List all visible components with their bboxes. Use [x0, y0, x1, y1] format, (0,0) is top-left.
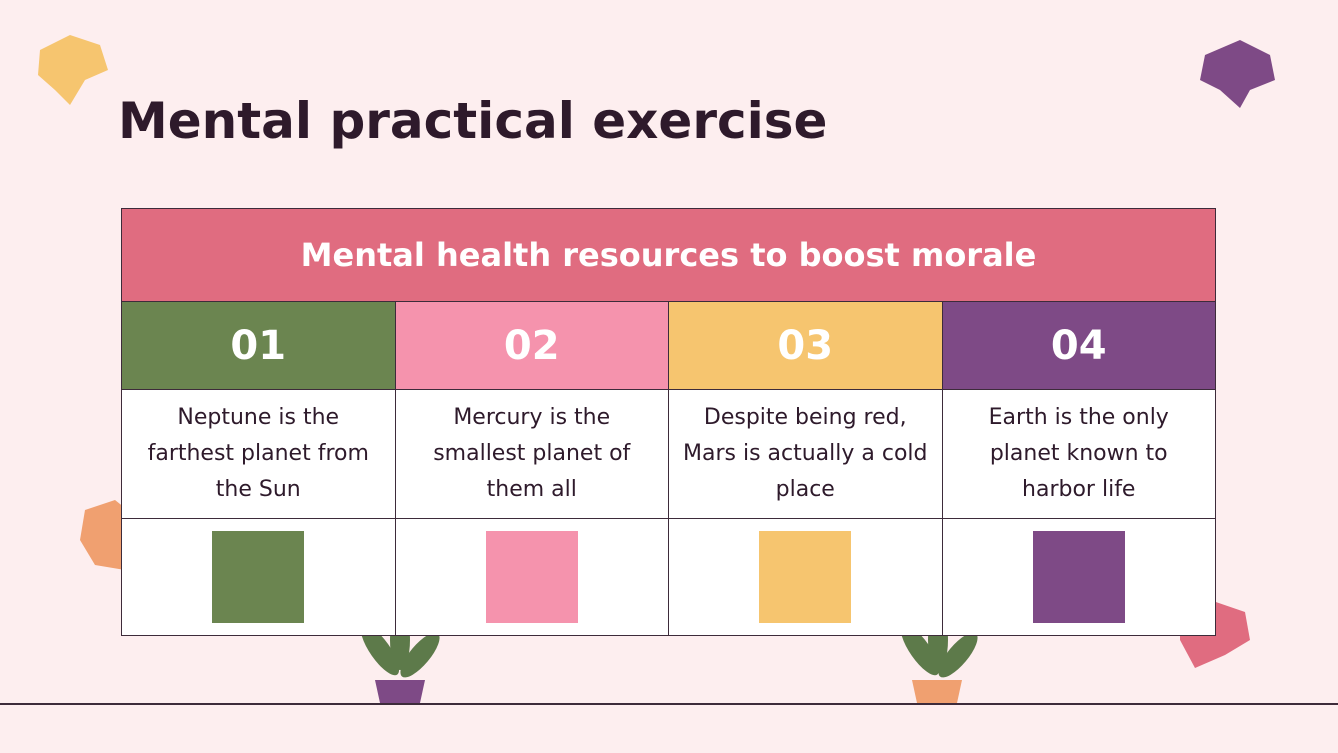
description: Earth is the only planet known to harbor…: [941, 389, 1216, 519]
number: 03: [668, 301, 943, 390]
icon: [759, 531, 852, 623]
title: Mental practical exercise: [118, 92, 828, 150]
floor-line: [0, 703, 1338, 705]
icon: [485, 531, 578, 623]
resource-table: Mental health resources to boost morale …: [121, 208, 1216, 636]
description: Despite being red, Mars is actually a co…: [668, 389, 943, 519]
description: Mercury is the smallest planet of them a…: [394, 389, 669, 519]
number: 02: [394, 301, 669, 390]
icon: [1032, 531, 1125, 623]
icon: [212, 531, 305, 623]
number: 04: [941, 301, 1216, 390]
description: Neptune is the farthest planet from the …: [121, 389, 396, 519]
table-heading: Mental health resources to boost morale: [121, 208, 1216, 302]
number: 01: [121, 301, 396, 390]
